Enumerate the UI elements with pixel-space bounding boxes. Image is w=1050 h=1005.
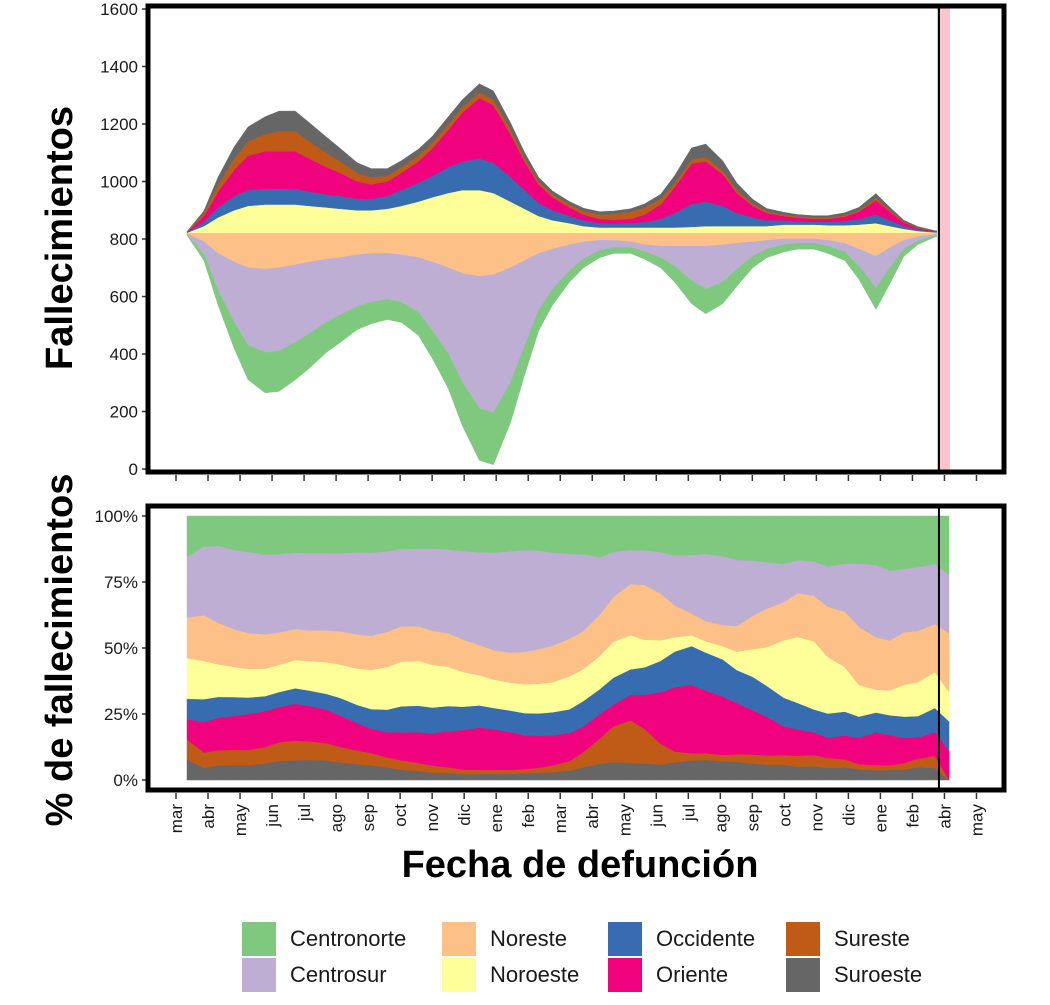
x-tick-label: may	[615, 804, 634, 837]
legend-swatch	[608, 958, 642, 992]
legend-label: Sureste	[834, 926, 910, 951]
x-tick-label: jun	[647, 804, 666, 828]
bottom-y-axis-title: % de fallecimientos	[39, 474, 81, 827]
x-tick-label: jul	[295, 804, 314, 822]
y-tick-label: 1000	[100, 173, 138, 192]
x-tick-label: may	[231, 804, 250, 837]
y-tick-label: 1400	[100, 58, 138, 77]
legend-swatch	[242, 922, 276, 956]
highlight-region	[936, 6, 950, 472]
x-tick-label: sep	[743, 804, 762, 831]
x-tick-label: mar	[167, 804, 186, 834]
legend-item-noreste: Noreste	[442, 922, 567, 956]
x-tick-label: abr	[935, 804, 954, 829]
y-tick-label: 50%	[104, 639, 138, 658]
x-axis-title: Fecha de defunción	[402, 844, 759, 886]
x-tick-label: oct	[775, 804, 794, 827]
legend-label: Noroeste	[490, 962, 580, 987]
x-tick-label: jun	[263, 804, 282, 828]
x-tick-label: nov	[423, 804, 442, 832]
legend-swatch	[442, 922, 476, 956]
x-tick-label: sep	[359, 804, 378, 831]
legend: Centronorte Noreste Occidente Sureste Ce…	[242, 922, 962, 1002]
percent-deaths-panel: 0%25%50%75%100%mar abr may jun jul ago sep oct n…	[95, 503, 1007, 837]
x-tick-label: feb	[519, 804, 538, 828]
x-tick-label: mar	[551, 804, 570, 834]
x-tick-label: oct	[391, 804, 410, 827]
legend-item-centrosur: Centrosur	[242, 958, 387, 992]
legend-item-sureste: Sureste	[786, 922, 910, 956]
x-tick-label: jul	[679, 804, 698, 822]
x-tick-label: may	[967, 804, 986, 837]
legend-item-occidente: Occidente	[608, 922, 755, 956]
legend-item-suroeste: Suroeste	[786, 958, 922, 992]
x-tick-label: ago	[327, 804, 346, 832]
y-tick-label: 1200	[100, 115, 138, 134]
legend-label: Centronorte	[290, 926, 407, 951]
x-tick-label: ene	[871, 804, 890, 832]
y-tick-label: 200	[110, 403, 138, 422]
x-tick-label: abr	[583, 804, 602, 829]
legend-item-centronorte: Centronorte	[242, 922, 406, 956]
x-tick-label: dic	[455, 804, 474, 826]
legend-label: Oriente	[656, 962, 729, 987]
legend-label: Centrosur	[290, 962, 387, 987]
x-tick-label: feb	[903, 804, 922, 828]
legend-label: Noreste	[490, 926, 568, 951]
y-tick-label: 600	[110, 288, 138, 307]
legend-label: Suroeste	[834, 962, 923, 987]
y-tick-label: 1600	[100, 0, 138, 19]
legend-swatch	[242, 958, 276, 992]
bottom-panel-border	[145, 503, 1007, 793]
x-tick-label: dic	[839, 804, 858, 826]
legend-swatch	[786, 958, 820, 992]
deaths-streamgraph-panel: 0 200 400 600 800 1000 1200 1400 1600	[100, 0, 1007, 481]
y-tick-label: 0%	[113, 771, 138, 790]
legend-swatch	[786, 922, 820, 956]
y-tick-label: 0	[129, 460, 138, 479]
x-tick-label: ago	[711, 804, 730, 832]
top-panel-border	[145, 3, 1007, 475]
x-tick-label: ene	[487, 804, 506, 832]
y-tick-label: 400	[110, 345, 138, 364]
legend-item-noroeste: Noroeste	[442, 958, 579, 992]
y-tick-label: 800	[110, 230, 138, 249]
y-tick-label: 100%	[95, 507, 138, 526]
legend-swatch	[442, 958, 476, 992]
legend-label: Occidente	[656, 926, 756, 951]
y-tick-label: 75%	[104, 573, 138, 592]
legend-item-oriente: Oriente	[608, 958, 728, 992]
x-tick-label: abr	[199, 804, 218, 829]
percent-band-centronorte	[186, 515, 950, 576]
y-tick-label: 25%	[104, 705, 138, 724]
top-y-axis-title: Fallecimientos	[39, 106, 81, 370]
legend-swatch	[608, 922, 642, 956]
x-tick-label: nov	[807, 804, 826, 832]
